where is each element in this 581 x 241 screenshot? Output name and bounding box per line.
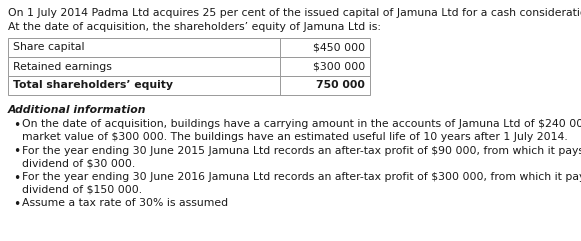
Text: •: • [13, 145, 20, 158]
Bar [8, 76, 370, 95]
Text: 750 000: 750 000 [316, 80, 365, 91]
Text: market value of $300 000. The buildings have an estimated useful life of 10 year: market value of $300 000. The buildings … [22, 132, 568, 141]
Text: For the year ending 30 June 2015 Jamuna Ltd records an after-tax profit of $90 0: For the year ending 30 June 2015 Jamuna … [22, 146, 581, 155]
Text: Total shareholders’ equity: Total shareholders’ equity [13, 80, 173, 91]
Text: Retained earnings: Retained earnings [13, 61, 112, 72]
Text: •: • [13, 198, 20, 211]
Text: On the date of acquisition, buildings have a carrying amount in the accounts of : On the date of acquisition, buildings ha… [22, 119, 581, 129]
Bar [8, 57, 370, 76]
Text: On 1 July 2014 Padma Ltd acquires 25 per cent of the issued capital of Jamuna Lt: On 1 July 2014 Padma Ltd acquires 25 per… [8, 8, 581, 18]
Text: •: • [13, 172, 20, 185]
Text: dividend of $30 000.: dividend of $30 000. [22, 158, 135, 168]
Text: Assume a tax rate of 30% is assumed: Assume a tax rate of 30% is assumed [22, 199, 228, 208]
Bar [8, 38, 370, 57]
Text: For the year ending 30 June 2016 Jamuna Ltd records an after-tax profit of $300 : For the year ending 30 June 2016 Jamuna … [22, 172, 581, 182]
Text: At the date of acquisition, the shareholders’ equity of Jamuna Ltd is:: At the date of acquisition, the sharehol… [8, 22, 381, 32]
Text: $300 000: $300 000 [313, 61, 365, 72]
Text: Share capital: Share capital [13, 42, 84, 53]
Text: dividend of $150 000.: dividend of $150 000. [22, 185, 142, 194]
Text: •: • [13, 119, 20, 132]
Text: $450 000: $450 000 [313, 42, 365, 53]
Text: Additional information: Additional information [8, 105, 146, 115]
